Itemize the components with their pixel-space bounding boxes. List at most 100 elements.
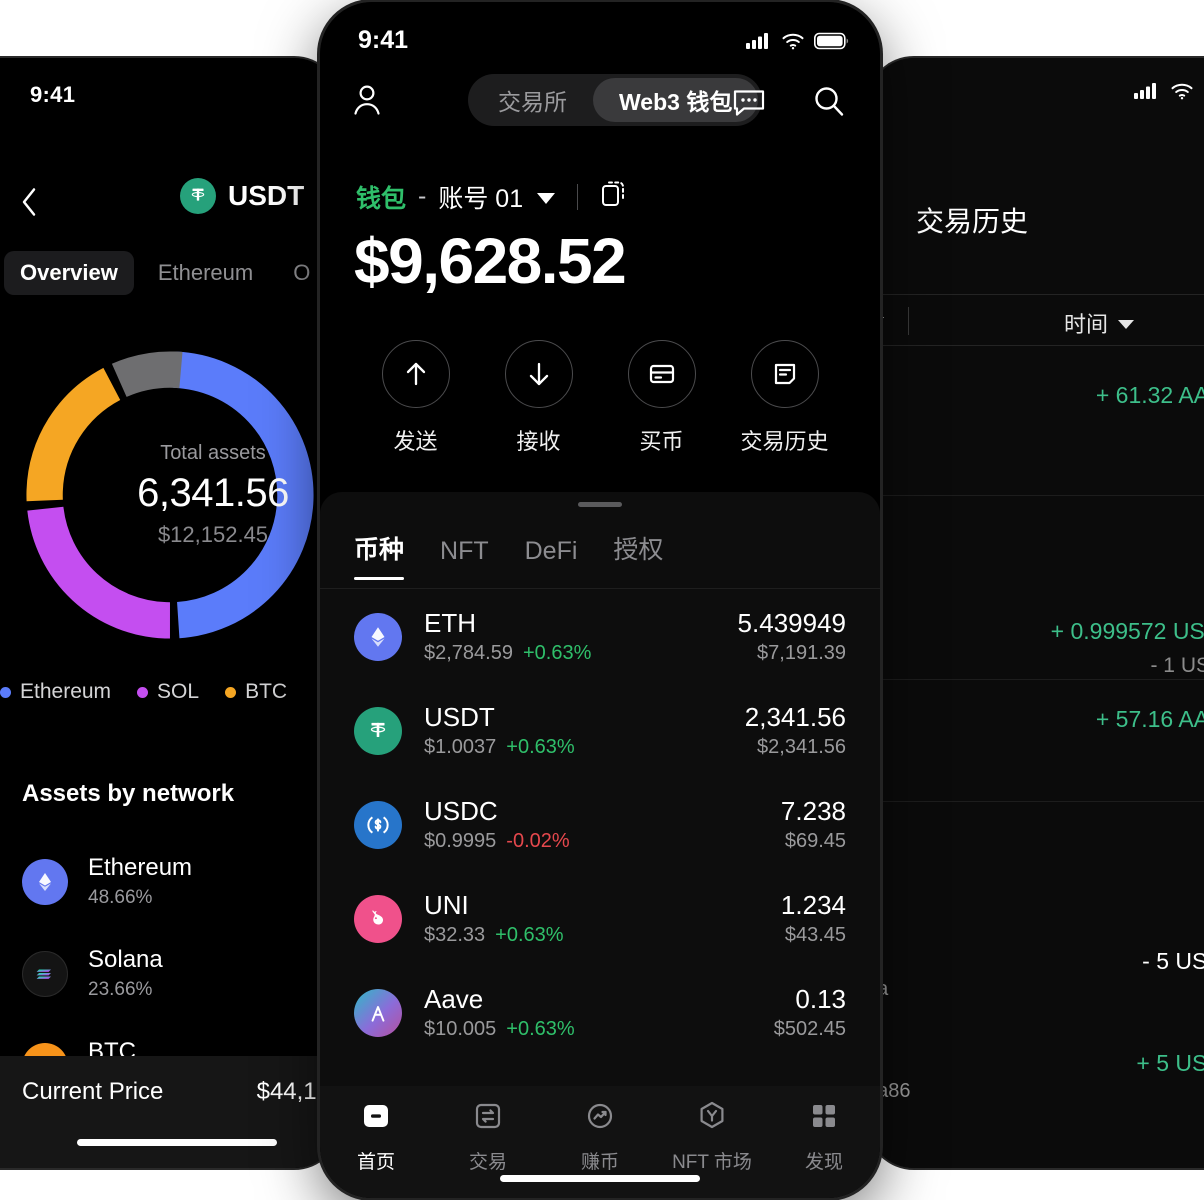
token-amount: 2,341.56 [744,701,846,732]
donut-value: 6,341.56 [137,471,289,515]
table-row[interactable]: + 5 USDT ba86 [868,984,1204,1134]
network-row-ethereum[interactable]: Ethereum 48.66% [22,836,340,928]
legend-dot-icon [225,686,237,698]
action-history[interactable]: 交易历史 [730,340,840,456]
wifi-icon [1170,82,1194,105]
table-row[interactable]: + 61.32 AAVE ) [868,346,1204,496]
home-icon [358,1098,394,1139]
list-item[interactable]: ETH $2,784.59 +0.63% 5.439949 $7,191.39 [320,590,880,684]
network-pct: 23.66% [88,978,153,1000]
battery-icon [814,32,850,55]
tabbar-item-nft-market[interactable]: NFT 市场 [656,1098,768,1174]
filter-time[interactable]: 时间 [1064,307,1135,339]
wallet-selector[interactable]: 钱包 - 账号 01 [356,178,630,215]
token-amount: 0.13 [795,983,846,1014]
action-receive[interactable]: 接收 [484,340,594,456]
token-amount: 1.234 [780,889,846,920]
copy-icon[interactable] [600,178,630,215]
arrow-down-icon [504,340,573,408]
token-price: $10.005 [424,1018,497,1041]
status-icons [746,32,850,55]
assets-by-network-title: Assets by network [22,780,235,807]
list-item[interactable]: Aave $10.005 +0.63% 0.13 $502.45 [320,966,880,1060]
action-send[interactable]: 发送 [361,340,471,456]
token-list: ETH $2,784.59 +0.63% 5.439949 $7,191.39 [320,590,880,1114]
current-price-value: $44,12 [256,1078,330,1105]
token-symbol: USDT [424,701,495,732]
filter-divider [908,307,909,335]
token-change: +0.63% [495,924,564,947]
tab-nft[interactable]: NFT [440,537,489,565]
tab-underline-divider [320,588,880,589]
status-time: 9:41 [30,82,76,107]
network-row-solana[interactable]: Solana 23.66% [22,928,340,1020]
home-indicator [500,1175,700,1182]
sheet-grabber[interactable] [578,502,622,507]
table-row[interactable]: + 57.16 AAVE [868,680,1204,802]
tabbar-item-home[interactable]: 首页 [320,1098,432,1174]
token-amount: 5.439949 [737,607,846,638]
right-status-bar [1134,82,1204,105]
page-title: USDT [228,180,305,211]
tab-coins[interactable]: 币种 [354,530,405,580]
table-row[interactable]: - 5 USDT 0a [868,802,1204,1000]
chevron-down-icon[interactable] [537,193,556,204]
tx-amount: + 0.999572 USDC [1050,618,1204,644]
tabbar-item-trade[interactable]: 交易 [432,1098,544,1174]
credit-card-icon [627,340,696,408]
token-price: $2,784.59 [424,642,513,665]
segment-exchange[interactable]: 交易所 [498,89,567,115]
token-usd-value: $7,191.39 [757,642,846,665]
legend-label: BTC [245,680,288,703]
wallet-dash: - [418,182,427,210]
center-status-bar: 9:41 [320,20,880,60]
wallet-account: 账号 01 [438,184,524,213]
tab-other[interactable]: O [293,260,311,285]
action-buy[interactable]: 买币 [607,340,717,456]
donut-subvalue: $12,152.45 [157,522,269,547]
left-title-group: USDT [180,178,304,214]
tab-defi[interactable]: DeFi [524,537,578,565]
donut-center-text: Total assets 6,341.56 $12,152.45 [0,330,340,660]
tabbar-label: NFT 市场 [672,1152,752,1173]
grid-icon [806,1098,842,1139]
assets-sheet: 币种 NFT DeFi 授权 ETH $2,784.59 [320,492,880,1198]
list-item[interactable]: USDC $0.9995 -0.02% 7.238 $69.45 [320,778,880,872]
token-usd-value: $43.45 [784,924,846,947]
tx-amount: + 61.32 AAVE [1095,382,1204,408]
tab-ethereum[interactable]: Ethereum [157,260,254,285]
network-pct: 48.66% [88,886,153,908]
current-price-label: Current Price [22,1078,164,1105]
legend-dot-icon [0,686,11,698]
left-phone-frame: 9:41 USDT Overview Ethereum O [0,58,340,1168]
transaction-list: + 61.32 AAVE ) + 0.999572 USDC - 1 USDT … [868,346,1204,1134]
wifi-icon [781,32,805,55]
left-phone-screen: 9:41 USDT Overview Ethereum O [0,58,340,1168]
token-usd-value: $69.45 [784,830,846,853]
back-button[interactable] [14,182,44,222]
token-symbol: USDC [424,795,498,826]
segment-web3-wallet[interactable]: Web3 钱包 [593,78,759,122]
table-row[interactable]: + 0.999572 USDC - 1 USDT C [868,496,1204,680]
tabbar-item-discover[interactable]: 发现 [768,1098,880,1174]
search-icon[interactable] [810,82,848,125]
tab-overview[interactable]: Overview [4,251,134,295]
token-amount: 7.238 [780,795,846,826]
token-symbol: UNI [424,889,469,920]
aave-icon [354,989,402,1037]
person-icon[interactable] [348,80,386,125]
chevron-down-icon [1118,320,1135,329]
token-usd-value: $502.45 [773,1018,846,1041]
list-item[interactable]: UNI $32.33 +0.63% 1.234 $43.45 [320,872,880,966]
tab-approvals[interactable]: 授权 [613,536,664,564]
mode-segmented-control: 交易所 Web3 钱包 [468,74,763,126]
donut-label: Total assets [160,442,266,464]
action-label: 发送 [393,429,438,454]
list-item[interactable]: USDT $1.0037 +0.63% 2,341.56 $2,341.56 [320,684,880,778]
swap-icon [470,1098,506,1139]
tabbar-label: 发现 [804,1152,843,1173]
chat-bubble-icon[interactable] [730,82,768,125]
tabbar-item-earn[interactable]: 赚币 [544,1098,656,1174]
token-symbol: Aave [424,983,484,1014]
solana-icon [22,951,68,997]
